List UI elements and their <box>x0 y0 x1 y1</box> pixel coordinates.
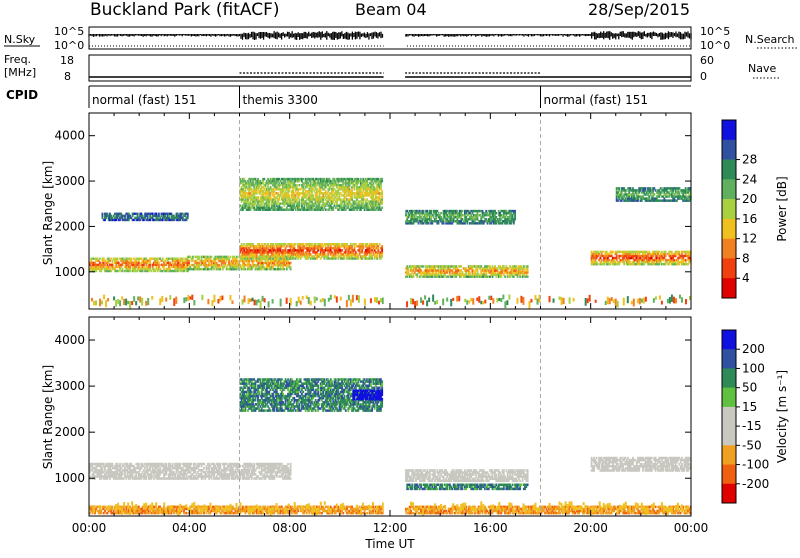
echo-cell <box>381 245 383 247</box>
mhz-label: [MHz] <box>4 66 36 79</box>
echo-cell <box>523 265 525 267</box>
echo-cell <box>298 184 300 186</box>
freq-label: Freq. <box>4 53 31 66</box>
echo-cell <box>130 258 132 260</box>
echo-cell <box>288 194 290 196</box>
echo-cell <box>312 194 314 196</box>
cpid-bar: normal (fast) 151 themis 3300 normal (fast… <box>89 86 691 108</box>
nave-label: Nave <box>748 62 776 75</box>
echo-cell <box>618 187 620 189</box>
echo-cell <box>379 243 381 245</box>
nsky-label: N.Sky <box>4 33 36 46</box>
echo-cell <box>245 268 247 270</box>
echo-cell <box>192 256 194 258</box>
nsky-axis-bottom: 10^0 <box>54 39 84 52</box>
echo-cell <box>341 249 343 251</box>
echo-cell <box>236 256 238 258</box>
echo-cell <box>671 251 673 253</box>
echo-cell <box>99 258 101 260</box>
echo-cell <box>229 256 231 258</box>
echo-cell <box>298 198 300 200</box>
nsky-trace <box>89 28 691 49</box>
nsky-gap <box>384 28 405 49</box>
cpid-segment-label: normal (fast) 151 <box>92 93 196 107</box>
date-label: 28/Sep/2015 <box>588 0 690 19</box>
echo-cell <box>461 210 463 212</box>
nave-axis-top: 60 <box>700 54 714 67</box>
echo-cell <box>188 260 190 262</box>
echo-cell <box>430 210 432 212</box>
echo-cell <box>117 258 119 260</box>
echo-cell <box>601 259 603 261</box>
echo-cell <box>495 212 497 214</box>
echo-cell <box>102 213 104 215</box>
echo-cell <box>198 256 200 258</box>
beam-label: Beam 04 <box>355 0 427 19</box>
nsearch-axis-top: 10^5 <box>700 25 730 38</box>
echo-cell <box>187 213 189 215</box>
echo-cell <box>612 251 614 253</box>
echo-cell <box>381 190 383 192</box>
echo-cell <box>685 259 687 261</box>
echo-cell <box>504 275 506 277</box>
nave-axis-bottom: 0 <box>700 70 707 83</box>
freq-gap <box>384 56 405 81</box>
echo-cell <box>158 262 160 264</box>
echo-cell <box>290 266 292 268</box>
echo-cell <box>602 251 604 253</box>
nsky-axis-top: 10^5 <box>54 25 84 38</box>
echo-cell <box>527 265 529 267</box>
echo-cell <box>162 258 164 260</box>
echo-cell <box>645 187 647 189</box>
freq-axis-top: 18 <box>60 54 74 67</box>
nsearch-axis-bottom: 10^0 <box>700 39 730 52</box>
echo-cell <box>302 178 304 180</box>
echo-cell <box>290 262 292 264</box>
echo-cell <box>295 243 297 245</box>
echo-cell <box>527 275 529 277</box>
echo-cell <box>283 268 285 270</box>
figure-title: Buckland Park (fitACF) <box>90 0 280 20</box>
echo-cell <box>211 256 213 258</box>
echo-cell <box>122 268 124 270</box>
echo-cell <box>362 243 364 245</box>
freq-trace <box>89 56 691 81</box>
freq-axis-bottom: 8 <box>64 70 71 83</box>
echo-cell <box>460 265 462 267</box>
echo-cell <box>665 251 667 253</box>
echo-cell <box>257 196 259 198</box>
cpid-label: CPID <box>6 88 38 102</box>
echo-cell <box>296 184 298 186</box>
echo-cell <box>469 271 471 273</box>
echo-cell <box>137 213 139 215</box>
echo-cell <box>597 263 599 265</box>
echo-cell <box>423 210 425 212</box>
echo-cell <box>381 178 383 180</box>
echo-cell <box>325 209 327 211</box>
echo-cell <box>440 212 442 214</box>
echo-cell <box>158 213 160 215</box>
nsearch-label: N.Search <box>745 33 795 46</box>
echo-cell <box>423 265 425 267</box>
cpid-segment-label: normal (fast) 151 <box>544 93 648 107</box>
echo-cell <box>248 260 250 262</box>
echo-cell <box>182 258 184 260</box>
echo-cell <box>381 206 383 208</box>
echo-cell <box>678 251 680 253</box>
echo-cell <box>514 210 516 212</box>
cpid-segment-label: themis 3300 <box>243 93 318 107</box>
echo-cell <box>263 178 265 180</box>
